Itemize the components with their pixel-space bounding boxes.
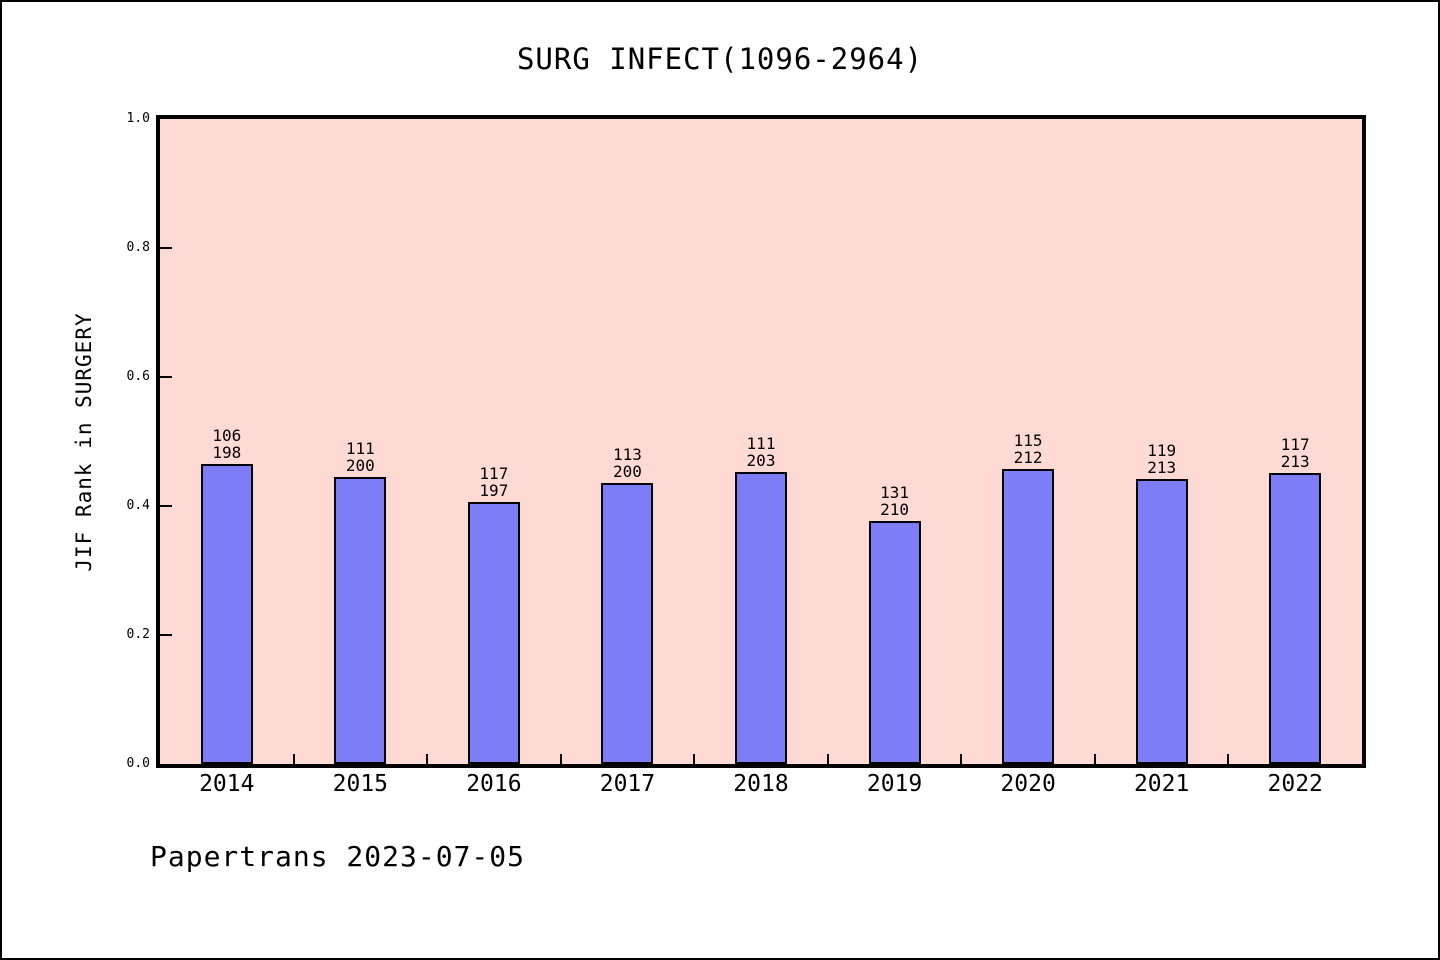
x-tick-label: 2014 bbox=[199, 771, 255, 797]
x-tick-label: 2021 bbox=[1133, 771, 1190, 797]
y-tick bbox=[160, 247, 172, 249]
y-tick-label: 0.4 bbox=[126, 498, 150, 513]
x-tick-label: 2017 bbox=[599, 771, 656, 797]
y-tick-label: 0.6 bbox=[126, 369, 150, 384]
y-tick-label: 0.2 bbox=[126, 627, 150, 642]
bar-value-label: 111 203 bbox=[746, 434, 776, 470]
x-tick-label: 2016 bbox=[466, 771, 522, 797]
bar bbox=[735, 472, 787, 764]
x-minor-tick bbox=[960, 754, 963, 764]
y-tick-label: 1.0 bbox=[126, 111, 150, 126]
y-tick-label: 0.8 bbox=[126, 240, 150, 255]
bar-value-label: 131 210 bbox=[880, 483, 909, 519]
y-tick bbox=[160, 376, 172, 378]
x-tick-label: 2020 bbox=[1000, 771, 1056, 797]
x-minor-tick bbox=[1093, 754, 1096, 764]
x-minor-tick bbox=[559, 754, 562, 764]
y-tick bbox=[160, 505, 172, 507]
y-tick bbox=[160, 634, 172, 636]
x-tick-label: 2019 bbox=[866, 771, 923, 797]
x-minor-tick bbox=[292, 754, 295, 764]
bar bbox=[1269, 473, 1322, 764]
x-minor-tick bbox=[1227, 754, 1230, 764]
chart-title: SURG INFECT(1096-2964) bbox=[516, 42, 924, 76]
bar bbox=[1135, 479, 1188, 764]
bar-value-label: 111 200 bbox=[345, 439, 375, 475]
y-axis-label: JIF Rank in SURGERY bbox=[72, 312, 96, 572]
bar-value-label: 115 212 bbox=[1013, 431, 1043, 467]
plot-area: 106 198 2014 111 200 2015 117 197 2016 113 200… bbox=[127, 112, 1362, 797]
footer-note: Papertrans 2023-07-05 bbox=[150, 840, 526, 873]
bar bbox=[334, 477, 387, 764]
x-minor-tick bbox=[426, 754, 429, 764]
plot-frame bbox=[156, 115, 1366, 768]
x-minor-tick bbox=[693, 754, 696, 764]
x-tick-label: 2022 bbox=[1267, 771, 1323, 797]
y-tick-label: 0.0 bbox=[126, 756, 150, 771]
x-minor-tick bbox=[826, 754, 829, 764]
bar-value-label: 119 213 bbox=[1147, 441, 1177, 477]
bar bbox=[868, 521, 921, 764]
bar-value-label: 117 213 bbox=[1280, 435, 1310, 471]
bar-value-label: 117 197 bbox=[479, 464, 509, 500]
x-tick-label: 2018 bbox=[733, 771, 789, 797]
bar bbox=[1002, 469, 1055, 764]
bar-value-label: 106 198 bbox=[212, 426, 242, 462]
x-tick-label: 2015 bbox=[332, 771, 389, 797]
bar bbox=[601, 483, 654, 764]
bar bbox=[200, 464, 253, 764]
bar bbox=[467, 502, 520, 764]
bar-value-label: 113 200 bbox=[612, 445, 642, 481]
